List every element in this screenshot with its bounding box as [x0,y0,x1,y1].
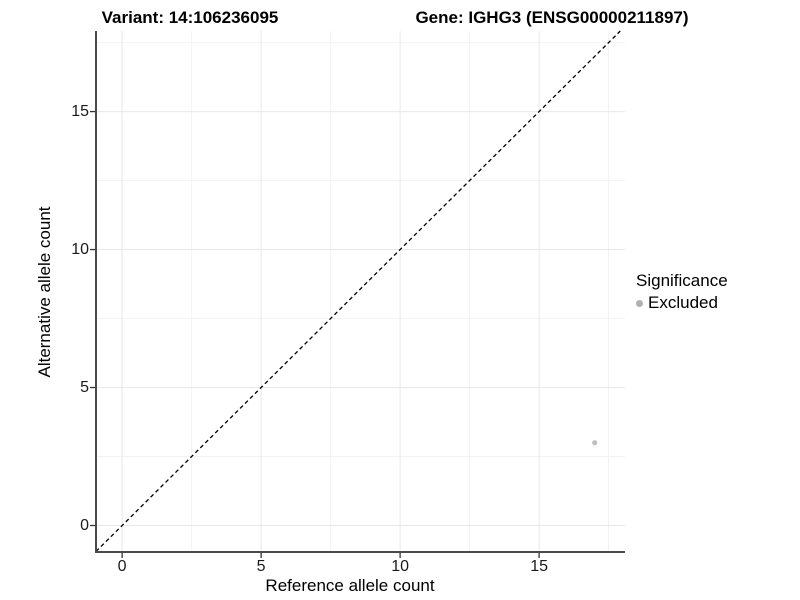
legend-item-excluded: Excluded [636,293,728,313]
y-axis-title: Alternative allele count [35,206,54,378]
y-tick-label-1: 5 [80,378,89,396]
y-tick-label-3: 15 [71,102,89,120]
x-tick-label-3: 15 [530,558,548,575]
y-tick-label-0: 0 [80,516,89,534]
legend-title: Significance [636,271,728,290]
gene-title: Gene: IGHG3 (ENSG00000211897) [415,8,689,27]
legend-key-dot-icon [636,299,643,307]
x-axis-title: Reference allele count [265,576,435,595]
x-tick-label-2: 10 [391,558,410,575]
data-point [592,440,598,446]
x-tick-label-1: 5 [256,558,266,575]
legend-item-label: Excluded [648,293,718,312]
x-tick-label-0: 0 [117,558,127,575]
variant-title: Variant: 14:106236095 [101,8,279,27]
identity-reference-line [95,30,621,552]
legend: Significance Excluded [636,271,728,313]
y-tick-label-2: 10 [71,240,89,258]
